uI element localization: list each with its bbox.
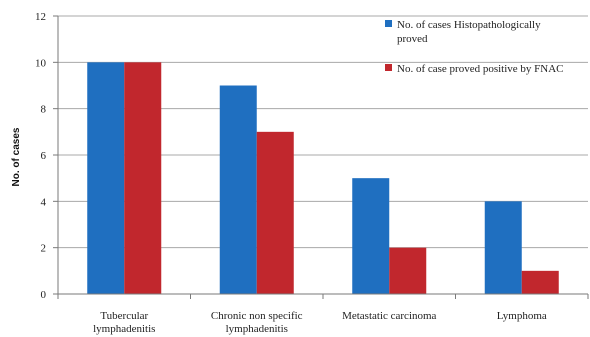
bar-series-1-0 xyxy=(124,62,162,295)
legend-swatch-0 xyxy=(385,20,392,27)
legend-label-line: No. of case proved positive by FNAC xyxy=(397,63,564,75)
x-category-label-line: lymphadenitis xyxy=(93,323,155,335)
y-tick-label: 10 xyxy=(35,57,47,69)
y-tick-label: 6 xyxy=(41,150,47,162)
axes xyxy=(53,15,589,299)
bar-series-1-2 xyxy=(389,247,427,294)
legend-label-line: proved xyxy=(397,33,428,45)
y-tick-label: 4 xyxy=(41,196,47,208)
bar-series-0-0 xyxy=(87,62,125,295)
x-category-label: Chronic non specific lymphadenitis xyxy=(211,310,303,335)
y-axis-label: No. of cases xyxy=(11,127,22,186)
y-tick-label: 2 xyxy=(41,243,47,255)
y-tick-labels: 0 2 4 6 8 10 12 xyxy=(35,11,47,301)
y-tick-label: 12 xyxy=(35,11,46,23)
bar-series-0-3 xyxy=(484,201,522,294)
x-category-label-line: Lymphoma xyxy=(497,310,547,322)
bar-series-0-1 xyxy=(219,85,257,294)
y-tick-label: 0 xyxy=(41,289,47,301)
bar-series-0-2 xyxy=(352,178,390,294)
legend-label-0: No. of cases Histopathologically proved xyxy=(397,19,541,45)
y-tick-label: 8 xyxy=(41,104,47,116)
legend-label-line: No. of cases Histopathologically xyxy=(397,19,541,31)
bar-series-1-3 xyxy=(521,270,559,294)
x-category-label: Metastatic carcinoma xyxy=(342,310,436,322)
x-category-label-line: Tubercular xyxy=(100,310,148,322)
x-category-label-line: Metastatic carcinoma xyxy=(342,310,436,322)
x-category-label: Lymphoma xyxy=(497,310,547,322)
legend: No. of cases Histopathologically provedNo… xyxy=(385,19,564,75)
x-category-label: Tubercular lymphadenitis xyxy=(93,310,155,335)
bar-series-1-1 xyxy=(256,131,294,294)
legend-label-1: No. of case proved positive by FNAC xyxy=(397,63,564,75)
x-category-label-line: Chronic non specific xyxy=(211,310,303,322)
legend-swatch-1 xyxy=(385,64,392,71)
bars xyxy=(87,62,559,295)
x-category-label-line: lymphadenitis xyxy=(226,323,288,335)
